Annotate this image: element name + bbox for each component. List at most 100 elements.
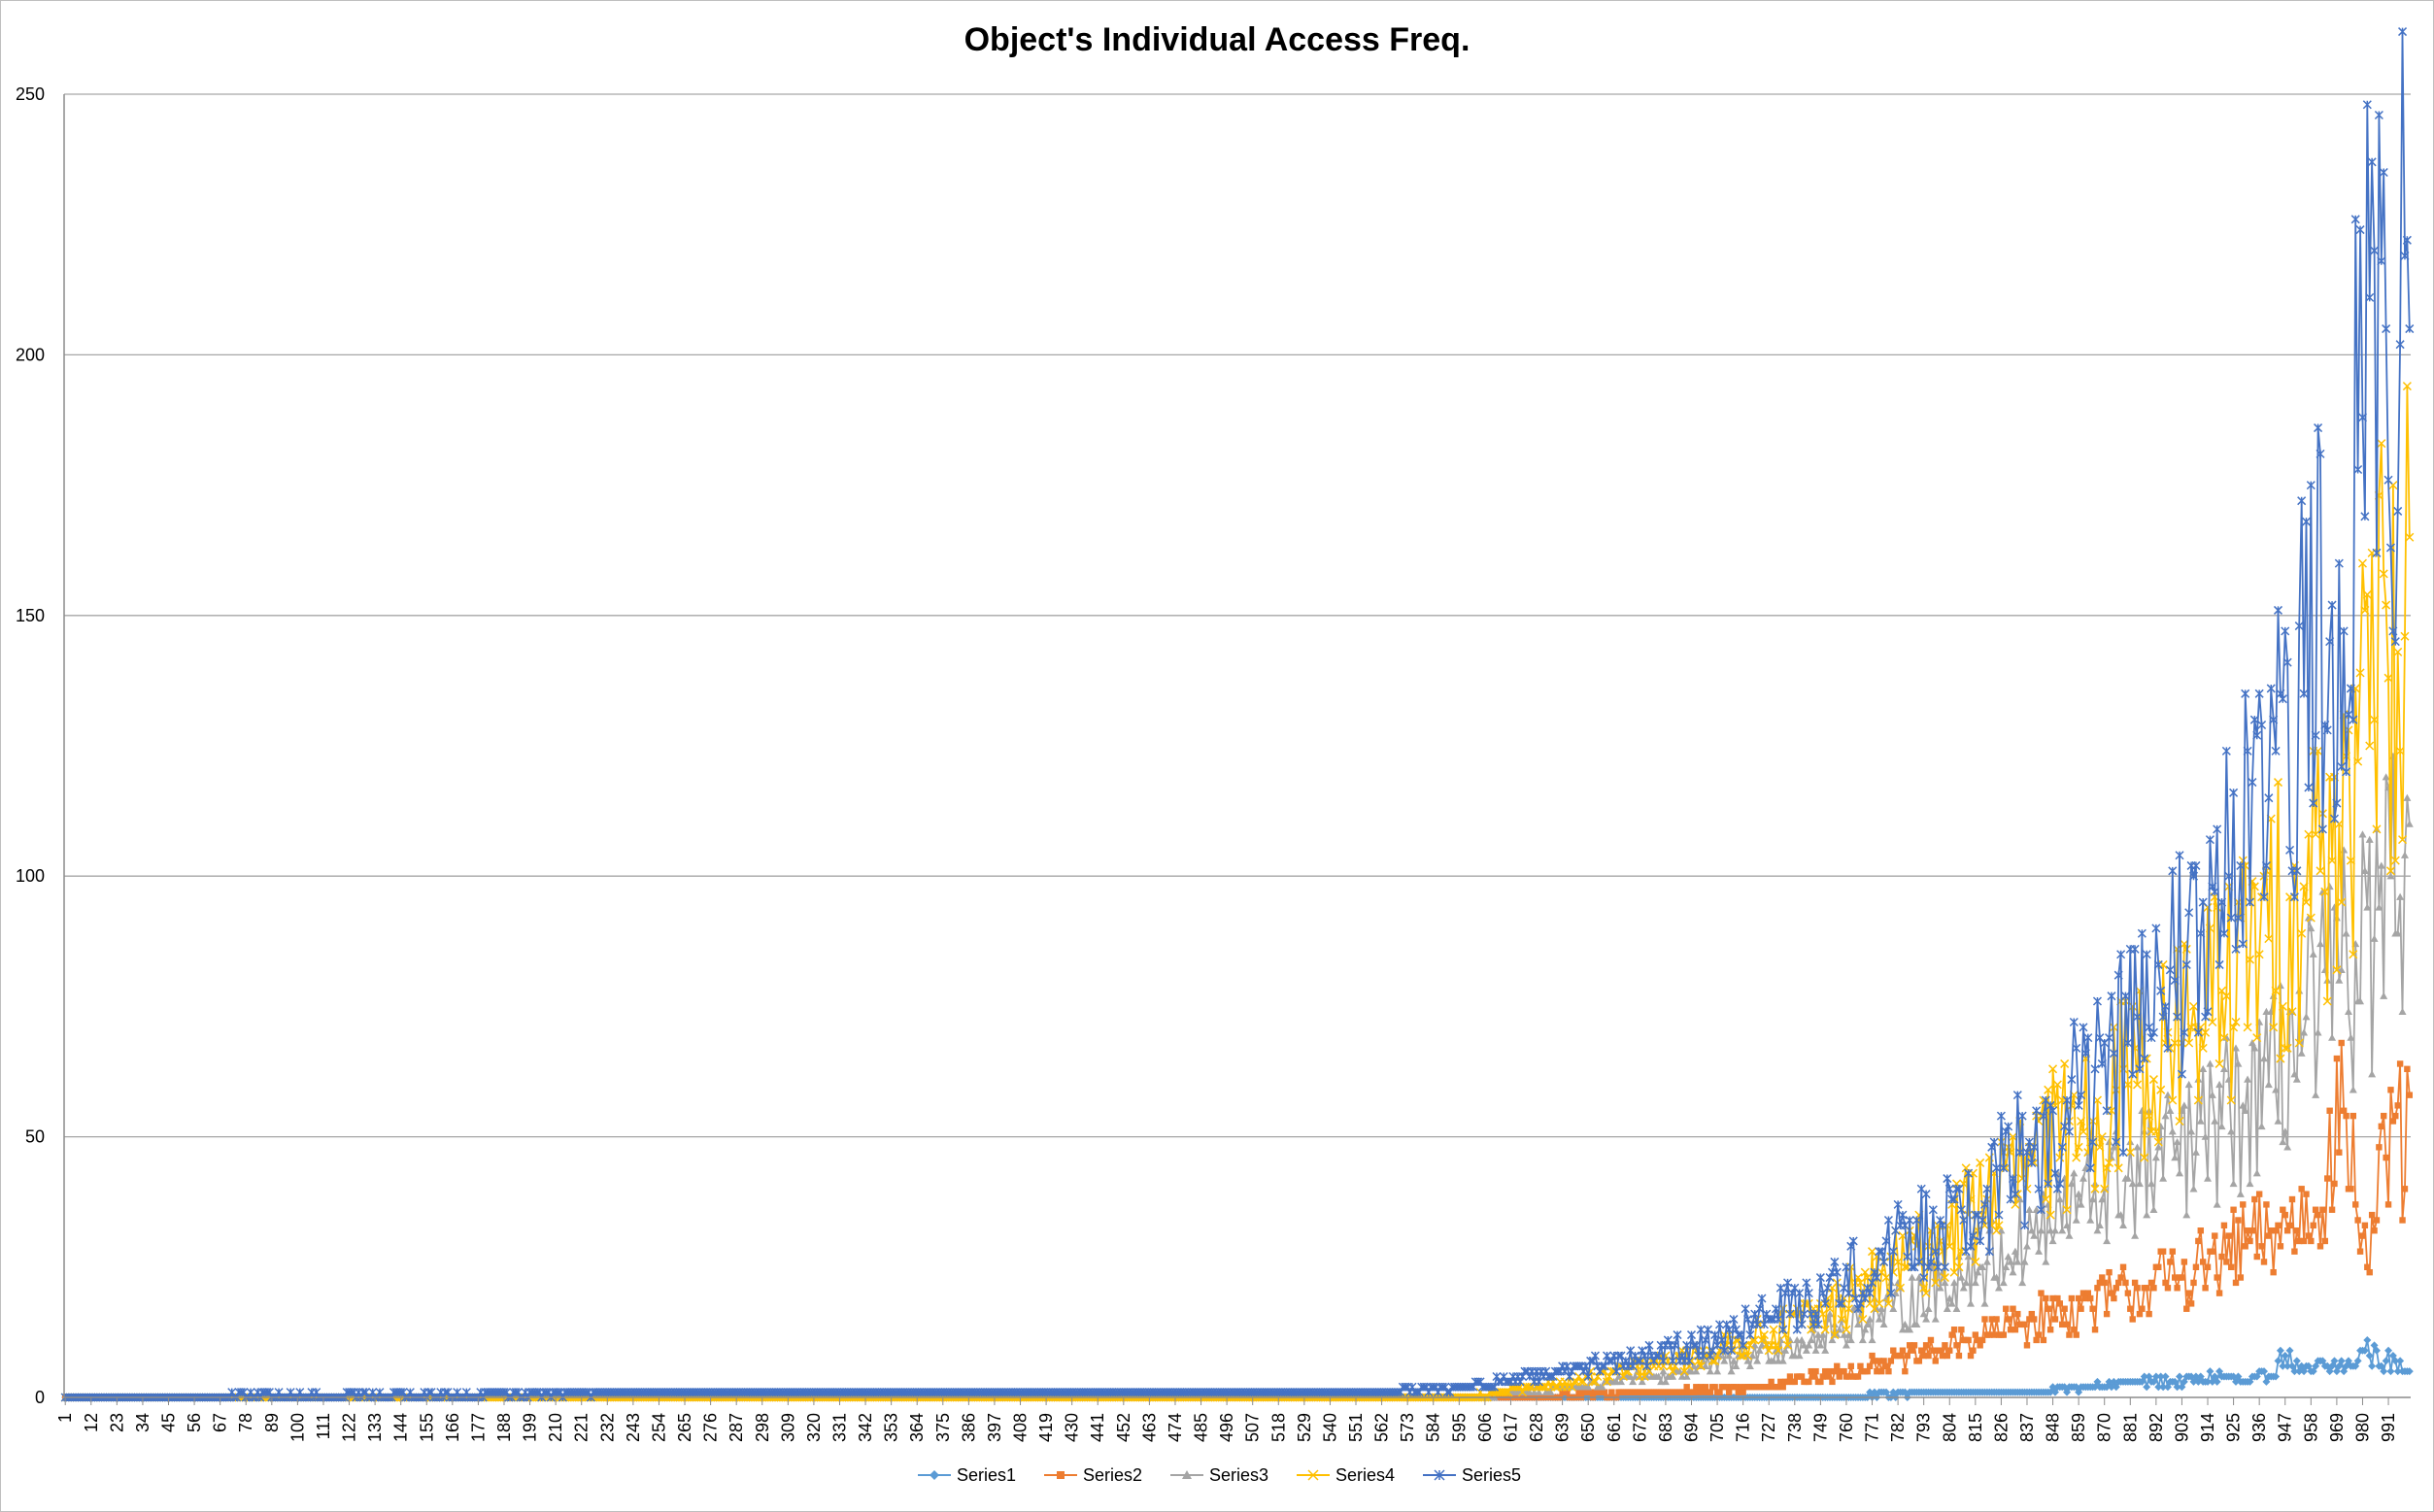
data-point <box>1926 1257 1936 1266</box>
data-point <box>2128 1179 2137 1188</box>
data-point <box>2032 1106 2042 1116</box>
data-point <box>2261 860 2271 870</box>
data-point <box>1866 1362 1874 1369</box>
data-point <box>2082 1294 2089 1302</box>
data-point <box>2174 1285 2180 1292</box>
data-point <box>2021 1321 2028 1328</box>
data-point <box>2062 1205 2072 1215</box>
data-point <box>2159 1174 2168 1182</box>
data-point <box>2072 1043 2081 1053</box>
data-point <box>2249 882 2259 891</box>
data-point <box>2402 382 2412 391</box>
data-point <box>2063 1221 2072 1229</box>
data-point <box>2183 1305 2190 1312</box>
data-point <box>2140 1372 2148 1381</box>
data-point <box>2395 746 2405 756</box>
data-point <box>2031 1316 2038 1323</box>
data-point <box>2073 1331 2079 1338</box>
data-point <box>2398 1007 2407 1015</box>
data-point <box>2142 950 2151 959</box>
data-point <box>2361 1222 2369 1229</box>
data-point <box>2040 1336 2047 1344</box>
data-point <box>1918 1347 1925 1354</box>
data-point <box>2060 1058 2070 1068</box>
data-point <box>2359 1232 2366 1239</box>
data-point <box>2081 1163 2090 1172</box>
data-point <box>2173 1137 2181 1146</box>
data-point <box>2013 1258 2022 1265</box>
data-point <box>2400 631 2410 641</box>
data-point <box>2300 1237 2308 1245</box>
data-point <box>1940 1273 1949 1283</box>
data-point <box>1971 1257 1980 1266</box>
data-point <box>2266 684 2276 693</box>
data-point <box>1999 1163 2009 1173</box>
data-point <box>2028 1310 2036 1318</box>
data-point <box>1785 1309 1795 1319</box>
data-point <box>1875 1298 1884 1308</box>
data-point <box>1965 1336 1972 1344</box>
data-point <box>2339 626 2349 636</box>
data-point <box>2185 1290 2192 1296</box>
data-point <box>1742 1351 1753 1361</box>
data-point <box>1976 1158 1985 1167</box>
data-point <box>1771 1304 1781 1314</box>
data-point <box>1720 1357 1729 1364</box>
data-point <box>2169 1248 2176 1255</box>
data-point <box>2208 1091 2216 1098</box>
data-point <box>2378 1123 2384 1130</box>
data-point <box>2089 1305 2096 1312</box>
data-point <box>2294 622 2304 631</box>
data-point <box>2283 1143 2292 1151</box>
data-point <box>2219 1064 2228 1073</box>
data-point <box>1590 1351 1600 1361</box>
data-point <box>1915 1358 1923 1364</box>
data-point <box>1872 1273 1881 1283</box>
data-point <box>2027 1158 2037 1167</box>
data-point <box>2175 1116 2184 1126</box>
data-point <box>2264 934 2274 944</box>
data-point <box>1736 1351 1745 1361</box>
data-point <box>1753 1357 1762 1364</box>
data-point <box>2349 1112 2357 1120</box>
data-point <box>1575 1389 1582 1395</box>
data-point <box>1905 1215 1914 1226</box>
data-point <box>2272 1372 2281 1381</box>
data-point <box>2336 1149 2343 1156</box>
data-point <box>2307 924 2316 932</box>
data-point <box>2161 1372 2170 1381</box>
data-point <box>2273 605 2283 615</box>
data-point <box>1955 1352 1963 1360</box>
data-point <box>2387 1087 2394 1093</box>
data-point <box>2382 1357 2390 1365</box>
data-point <box>1843 1304 1853 1314</box>
data-point <box>1798 1373 1806 1380</box>
data-point <box>2233 913 2243 923</box>
data-point <box>1608 1389 1615 1395</box>
data-point <box>1889 1304 1898 1312</box>
data-point <box>1807 1335 1815 1344</box>
data-point <box>1682 1340 1692 1350</box>
data-point <box>1654 1372 1663 1380</box>
data-point <box>1946 1347 1953 1354</box>
data-point <box>2245 955 2255 964</box>
data-point <box>2011 1247 2019 1255</box>
data-point <box>1659 1367 1668 1375</box>
data-point <box>1876 1358 1882 1364</box>
data-point <box>2055 1179 2065 1189</box>
data-point <box>1900 1262 1910 1272</box>
data-point <box>1797 1320 1807 1329</box>
data-point <box>2405 1367 2414 1376</box>
data-point <box>1944 1241 1954 1251</box>
data-point <box>2246 1179 2254 1188</box>
data-point <box>2127 1305 2134 1312</box>
data-point <box>2282 657 2292 667</box>
data-point <box>2269 1023 2279 1032</box>
data-point <box>2346 684 2355 693</box>
data-point <box>2347 1033 2355 1041</box>
data-point <box>2187 1127 2196 1135</box>
data-point <box>2148 1075 2158 1085</box>
data-point <box>1984 1247 1994 1257</box>
data-point <box>2191 1148 2200 1156</box>
data-point <box>2074 1142 2083 1152</box>
